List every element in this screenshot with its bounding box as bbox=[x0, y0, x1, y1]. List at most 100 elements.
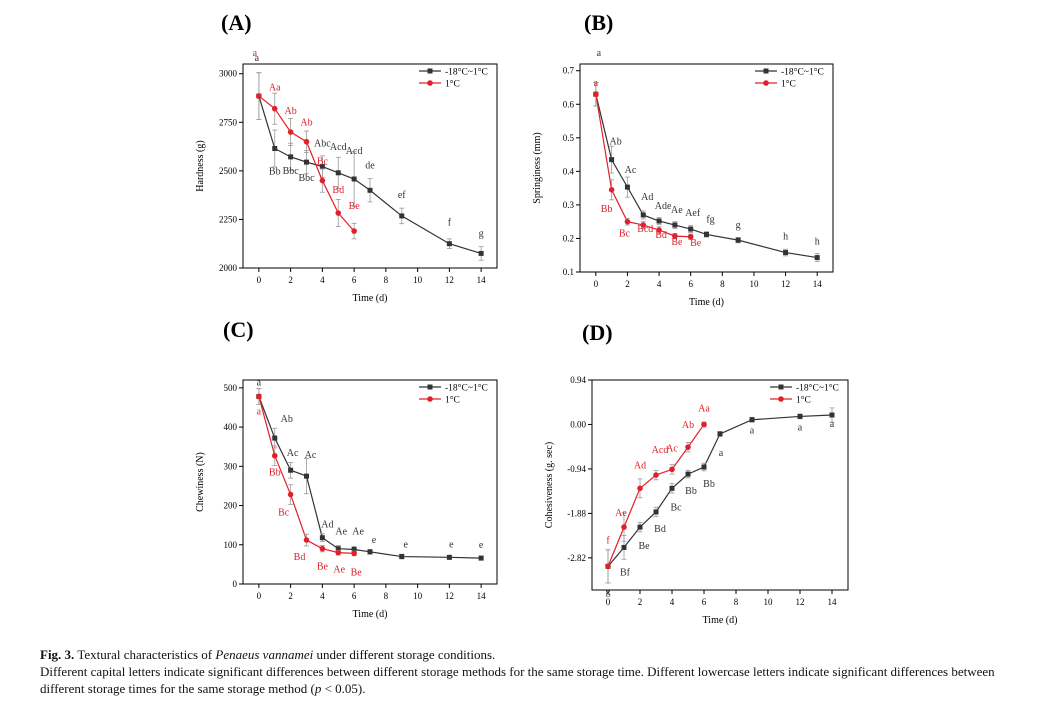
x-tick-label: 14 bbox=[813, 279, 823, 289]
data-point bbox=[624, 218, 631, 225]
x-tick-label: 8 bbox=[734, 597, 739, 607]
data-point bbox=[701, 421, 707, 428]
x-tick-label: 0 bbox=[257, 591, 262, 601]
x-tick-label: 6 bbox=[688, 279, 693, 289]
significance-label: Be bbox=[671, 237, 683, 248]
data-point bbox=[271, 452, 278, 459]
significance-label: Bd bbox=[332, 185, 344, 196]
y-tick-label: 400 bbox=[224, 422, 238, 432]
data-point bbox=[478, 250, 484, 256]
data-point bbox=[814, 255, 820, 261]
data-point bbox=[399, 213, 405, 219]
caption-note-p: p bbox=[314, 681, 322, 696]
significance-label: Aa bbox=[269, 83, 281, 94]
panel-title: (B) bbox=[584, 10, 613, 35]
y-tick-label: 0.4 bbox=[563, 166, 575, 176]
significance-label: e bbox=[479, 540, 484, 551]
significance-label: Be bbox=[317, 562, 329, 573]
x-tick-label: 10 bbox=[413, 275, 423, 285]
significance-label: Ac bbox=[287, 448, 299, 459]
data-point bbox=[351, 550, 357, 557]
x-tick-label: 8 bbox=[720, 279, 725, 289]
y-axis-label: Cohesiveness (g. sec) bbox=[544, 442, 555, 528]
x-axis-label: Time (d) bbox=[689, 297, 724, 308]
legend-label: 1°C bbox=[781, 79, 796, 90]
data-point bbox=[319, 177, 326, 184]
data-point bbox=[256, 393, 262, 400]
significance-label: Ab bbox=[281, 414, 293, 425]
significance-label: Be bbox=[351, 567, 363, 578]
y-tick-label: 0.00 bbox=[570, 419, 586, 429]
data-point bbox=[829, 412, 835, 418]
significance-label: Ac bbox=[666, 443, 678, 454]
data-point bbox=[735, 237, 741, 243]
significance-label: Ade bbox=[655, 201, 672, 212]
x-axis-label: Time (d) bbox=[703, 615, 738, 626]
data-point bbox=[593, 91, 599, 97]
data-point bbox=[701, 464, 707, 470]
plot-frame bbox=[242, 379, 498, 585]
significance-label: Bc bbox=[278, 508, 290, 519]
x-tick-label: 14 bbox=[477, 591, 487, 601]
significance-label: Bb bbox=[269, 468, 281, 479]
data-point bbox=[287, 491, 294, 498]
caption-post: under different storage conditions. bbox=[313, 647, 496, 662]
significance-label: Aef bbox=[685, 208, 701, 219]
data-point bbox=[367, 187, 373, 193]
data-point bbox=[287, 129, 294, 135]
significance-label: a bbox=[719, 448, 724, 459]
data-point bbox=[797, 413, 803, 419]
x-tick-label: 6 bbox=[702, 597, 707, 607]
data-point bbox=[319, 164, 325, 170]
data-point bbox=[637, 485, 643, 492]
y-axis-label: Hardness (g) bbox=[195, 140, 206, 191]
significance-label: Ab bbox=[610, 137, 622, 148]
significance-label: Ab bbox=[300, 118, 312, 129]
y-tick-label: 0 bbox=[233, 579, 238, 589]
legend-marker bbox=[778, 384, 784, 390]
data-point bbox=[637, 524, 643, 530]
significance-label: Bb bbox=[601, 204, 613, 215]
data-point bbox=[303, 138, 310, 145]
legend-marker bbox=[778, 396, 784, 402]
figure-caption: Fig. 3. Textural characteristics of Pena… bbox=[40, 646, 1040, 697]
significance-label: Acd bbox=[330, 142, 347, 153]
x-tick-label: 12 bbox=[445, 591, 454, 601]
y-tick-label: 3000 bbox=[219, 69, 238, 79]
legend-label: 1°C bbox=[796, 395, 811, 406]
significance-label: Bbc bbox=[298, 173, 315, 184]
significance-label: Bb bbox=[703, 479, 715, 490]
x-axis-label: Time (d) bbox=[353, 609, 388, 620]
x-tick-label: 4 bbox=[670, 597, 675, 607]
significance-label: e bbox=[449, 539, 454, 550]
y-tick-label: 0.2 bbox=[563, 233, 574, 243]
data-point bbox=[335, 549, 342, 556]
significance-label: Ac bbox=[305, 450, 317, 461]
significance-label: Be bbox=[349, 201, 361, 212]
legend-marker bbox=[763, 80, 769, 86]
legend-label: -18°C~1°C bbox=[796, 383, 839, 394]
data-point bbox=[319, 535, 325, 541]
significance-label: a bbox=[257, 377, 262, 388]
significance-label: Be bbox=[690, 238, 702, 249]
significance-label: Aa bbox=[698, 403, 710, 414]
chart-panel-4: (D) 0 2 4 6 8 10 12 14 -2.82 -1.88 -0.94 0.00 0.94 Tim… bbox=[544, 320, 849, 626]
data-point bbox=[335, 210, 342, 216]
legend-marker bbox=[763, 68, 769, 74]
significance-label: a bbox=[597, 48, 602, 59]
plot-frame bbox=[579, 63, 834, 273]
data-point bbox=[608, 187, 615, 193]
y-tick-label: 2750 bbox=[219, 117, 238, 127]
y-axis-label: Chewiness (N) bbox=[195, 452, 206, 512]
data-point bbox=[304, 473, 309, 479]
legend: -18°C~1°C1°C bbox=[419, 383, 488, 406]
data-point bbox=[351, 228, 357, 234]
data-point bbox=[609, 157, 615, 163]
significance-label: Ad bbox=[321, 520, 333, 531]
x-tick-label: 0 bbox=[257, 275, 262, 285]
data-point bbox=[367, 549, 373, 555]
significance-label: Acd bbox=[346, 146, 363, 157]
